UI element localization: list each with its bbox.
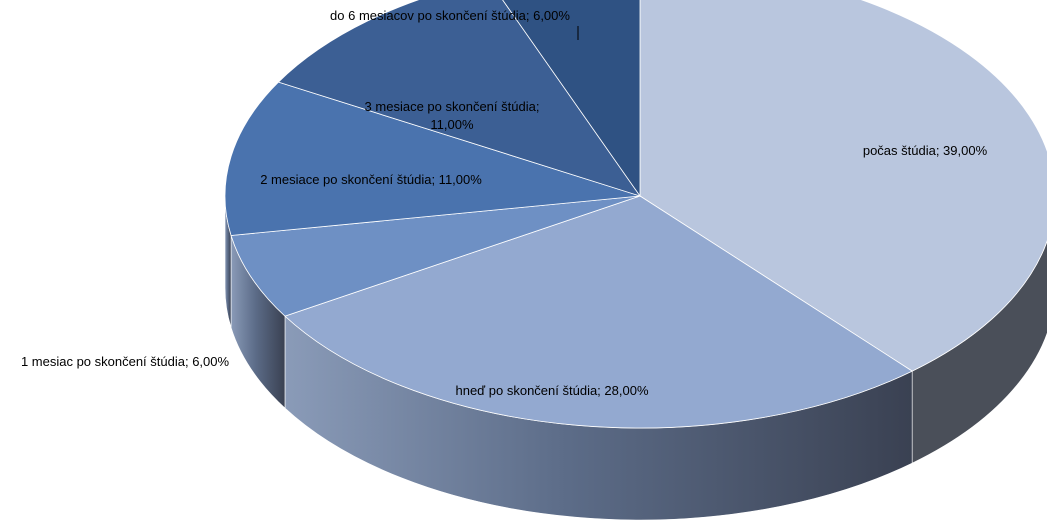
data-label-1-mesiac-po-skonceni-studia: 1 mesiac po skončení štúdia; 6,00% [21, 354, 230, 369]
data-label-hned-po-skonceni-studia: hneď po skončení štúdia; 28,00% [455, 383, 648, 398]
data-label-pocas-studia: počas štúdia; 39,00% [863, 143, 988, 158]
data-label-2-mesiace-po-skonceni-studia: 2 mesiace po skončení štúdia; 11,00% [260, 172, 482, 187]
data-label-do-6-mesiacov-po-skonceni-studia: do 6 mesiacov po skončení štúdia; 6,00% [330, 8, 570, 23]
